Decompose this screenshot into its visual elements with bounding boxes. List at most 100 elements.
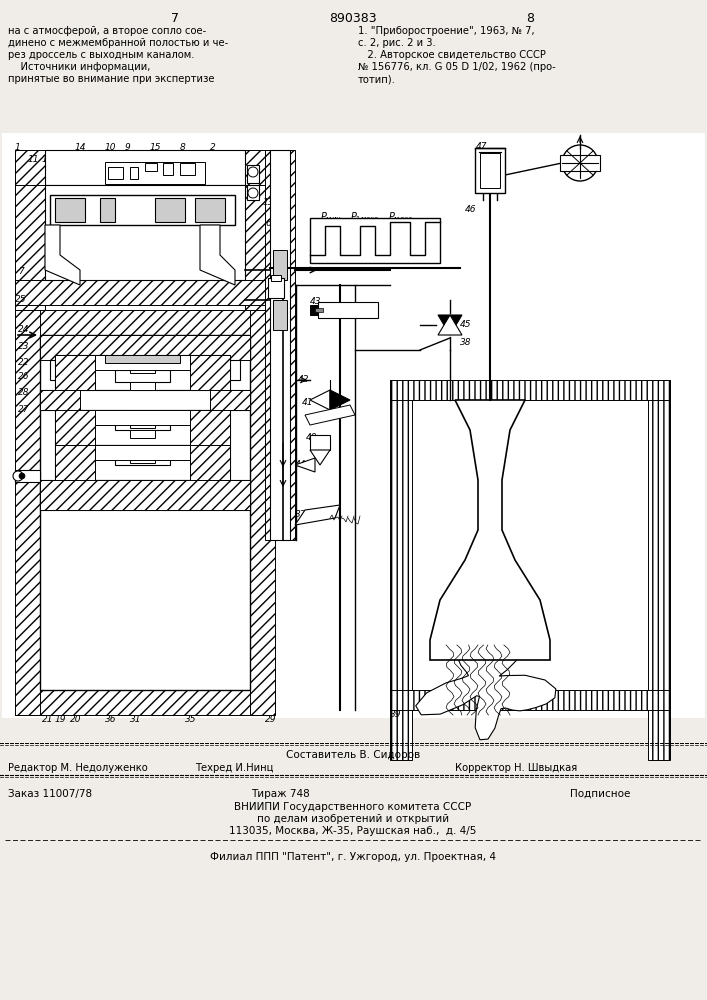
- Text: 7: 7: [171, 12, 179, 25]
- Bar: [45, 185, 245, 280]
- Bar: [50, 360, 240, 380]
- Bar: [55, 410, 95, 445]
- Text: 10: 10: [105, 143, 117, 152]
- Bar: [40, 390, 250, 410]
- Text: 13: 13: [263, 198, 274, 207]
- Text: 26: 26: [18, 372, 30, 381]
- Bar: [55, 198, 85, 222]
- Text: 1: 1: [15, 143, 21, 152]
- Bar: [190, 355, 230, 390]
- Bar: [55, 445, 230, 480]
- Bar: [15, 150, 275, 185]
- Bar: [273, 300, 287, 330]
- Bar: [390, 380, 412, 760]
- Bar: [271, 275, 281, 281]
- Text: 8: 8: [526, 12, 534, 25]
- Text: 12: 12: [42, 155, 54, 164]
- Bar: [315, 308, 323, 312]
- Text: 4: 4: [88, 201, 94, 210]
- Polygon shape: [416, 622, 556, 740]
- Bar: [560, 155, 600, 171]
- Bar: [480, 153, 500, 188]
- Text: на с атмосферой, а второе сопло сое-: на с атмосферой, а второе сопло сое-: [8, 26, 206, 36]
- Text: 9: 9: [125, 143, 131, 152]
- Circle shape: [19, 473, 25, 479]
- Bar: [210, 390, 250, 410]
- Bar: [15, 690, 275, 715]
- Text: 18: 18: [70, 348, 81, 357]
- Bar: [190, 410, 230, 445]
- Bar: [45, 150, 245, 185]
- Bar: [130, 430, 155, 438]
- Text: 21: 21: [42, 715, 54, 724]
- Polygon shape: [310, 390, 330, 410]
- Bar: [130, 355, 155, 373]
- Text: Составитель В. Сидоров: Составитель В. Сидоров: [286, 750, 420, 760]
- Bar: [130, 445, 155, 463]
- Polygon shape: [200, 225, 235, 285]
- Bar: [130, 410, 155, 428]
- Text: 24: 24: [18, 325, 30, 334]
- Bar: [247, 165, 259, 183]
- Bar: [15, 310, 40, 715]
- Text: 39: 39: [390, 710, 402, 719]
- Text: 27: 27: [18, 405, 30, 414]
- Text: 3: 3: [72, 193, 78, 202]
- Text: Подписное: Подписное: [570, 789, 630, 799]
- Text: $P_{1макс}$: $P_{1макс}$: [350, 210, 379, 224]
- Text: 17: 17: [135, 418, 146, 427]
- Polygon shape: [295, 458, 315, 472]
- Bar: [15, 470, 40, 482]
- Text: 45: 45: [460, 320, 472, 329]
- Polygon shape: [438, 315, 462, 335]
- Text: 46: 46: [465, 205, 477, 214]
- Text: 41: 41: [302, 398, 313, 407]
- Bar: [50, 195, 235, 225]
- Text: 5: 5: [273, 300, 279, 309]
- Text: 6: 6: [265, 219, 271, 228]
- Bar: [108, 167, 123, 179]
- Bar: [412, 400, 648, 690]
- Text: 47: 47: [476, 142, 488, 151]
- Text: 34: 34: [110, 368, 122, 377]
- Bar: [273, 250, 287, 280]
- Text: 25: 25: [15, 295, 26, 304]
- Bar: [190, 445, 230, 480]
- Text: 23: 23: [18, 342, 30, 351]
- Text: ВНИИПИ Государственного комитета СССР: ВНИИПИ Государственного комитета СССР: [235, 802, 472, 812]
- Bar: [163, 163, 173, 175]
- Polygon shape: [310, 450, 330, 465]
- Polygon shape: [430, 400, 550, 660]
- Text: 8: 8: [180, 143, 186, 152]
- Bar: [15, 150, 45, 280]
- Bar: [115, 418, 170, 430]
- Circle shape: [248, 188, 258, 198]
- Text: по делам изобретений и открытий: по делам изобретений и открытий: [257, 814, 449, 824]
- Text: 37: 37: [295, 510, 307, 519]
- Bar: [250, 310, 275, 715]
- Bar: [130, 167, 138, 179]
- Text: 11: 11: [28, 155, 40, 164]
- Text: № 156776, кл. G 05 D 1/02, 1962 (про-: № 156776, кл. G 05 D 1/02, 1962 (про-: [358, 62, 556, 72]
- Text: 36: 36: [105, 715, 117, 724]
- Text: 28: 28: [18, 388, 30, 397]
- Text: Корректор Н. Швыдкая: Корректор Н. Швыдкая: [455, 763, 577, 773]
- Text: тотип).: тотип).: [358, 74, 396, 84]
- Text: принятые во внимание при экспертизе: принятые во внимание при экспертизе: [8, 74, 214, 84]
- Bar: [270, 150, 290, 540]
- Text: 890383: 890383: [329, 12, 377, 25]
- Bar: [105, 162, 205, 184]
- Bar: [310, 218, 440, 263]
- Bar: [390, 380, 670, 400]
- Bar: [115, 455, 170, 465]
- Bar: [318, 302, 378, 318]
- Bar: [55, 355, 230, 390]
- Bar: [245, 185, 275, 385]
- Text: с. 2, рис. 2 и 3.: с. 2, рис. 2 и 3.: [358, 38, 436, 48]
- Text: $P_{макс}$: $P_{макс}$: [388, 210, 413, 224]
- Bar: [15, 310, 275, 335]
- Text: Тираж 748: Тираж 748: [250, 789, 310, 799]
- Polygon shape: [305, 405, 355, 425]
- Text: 2: 2: [210, 143, 216, 152]
- Circle shape: [562, 145, 598, 181]
